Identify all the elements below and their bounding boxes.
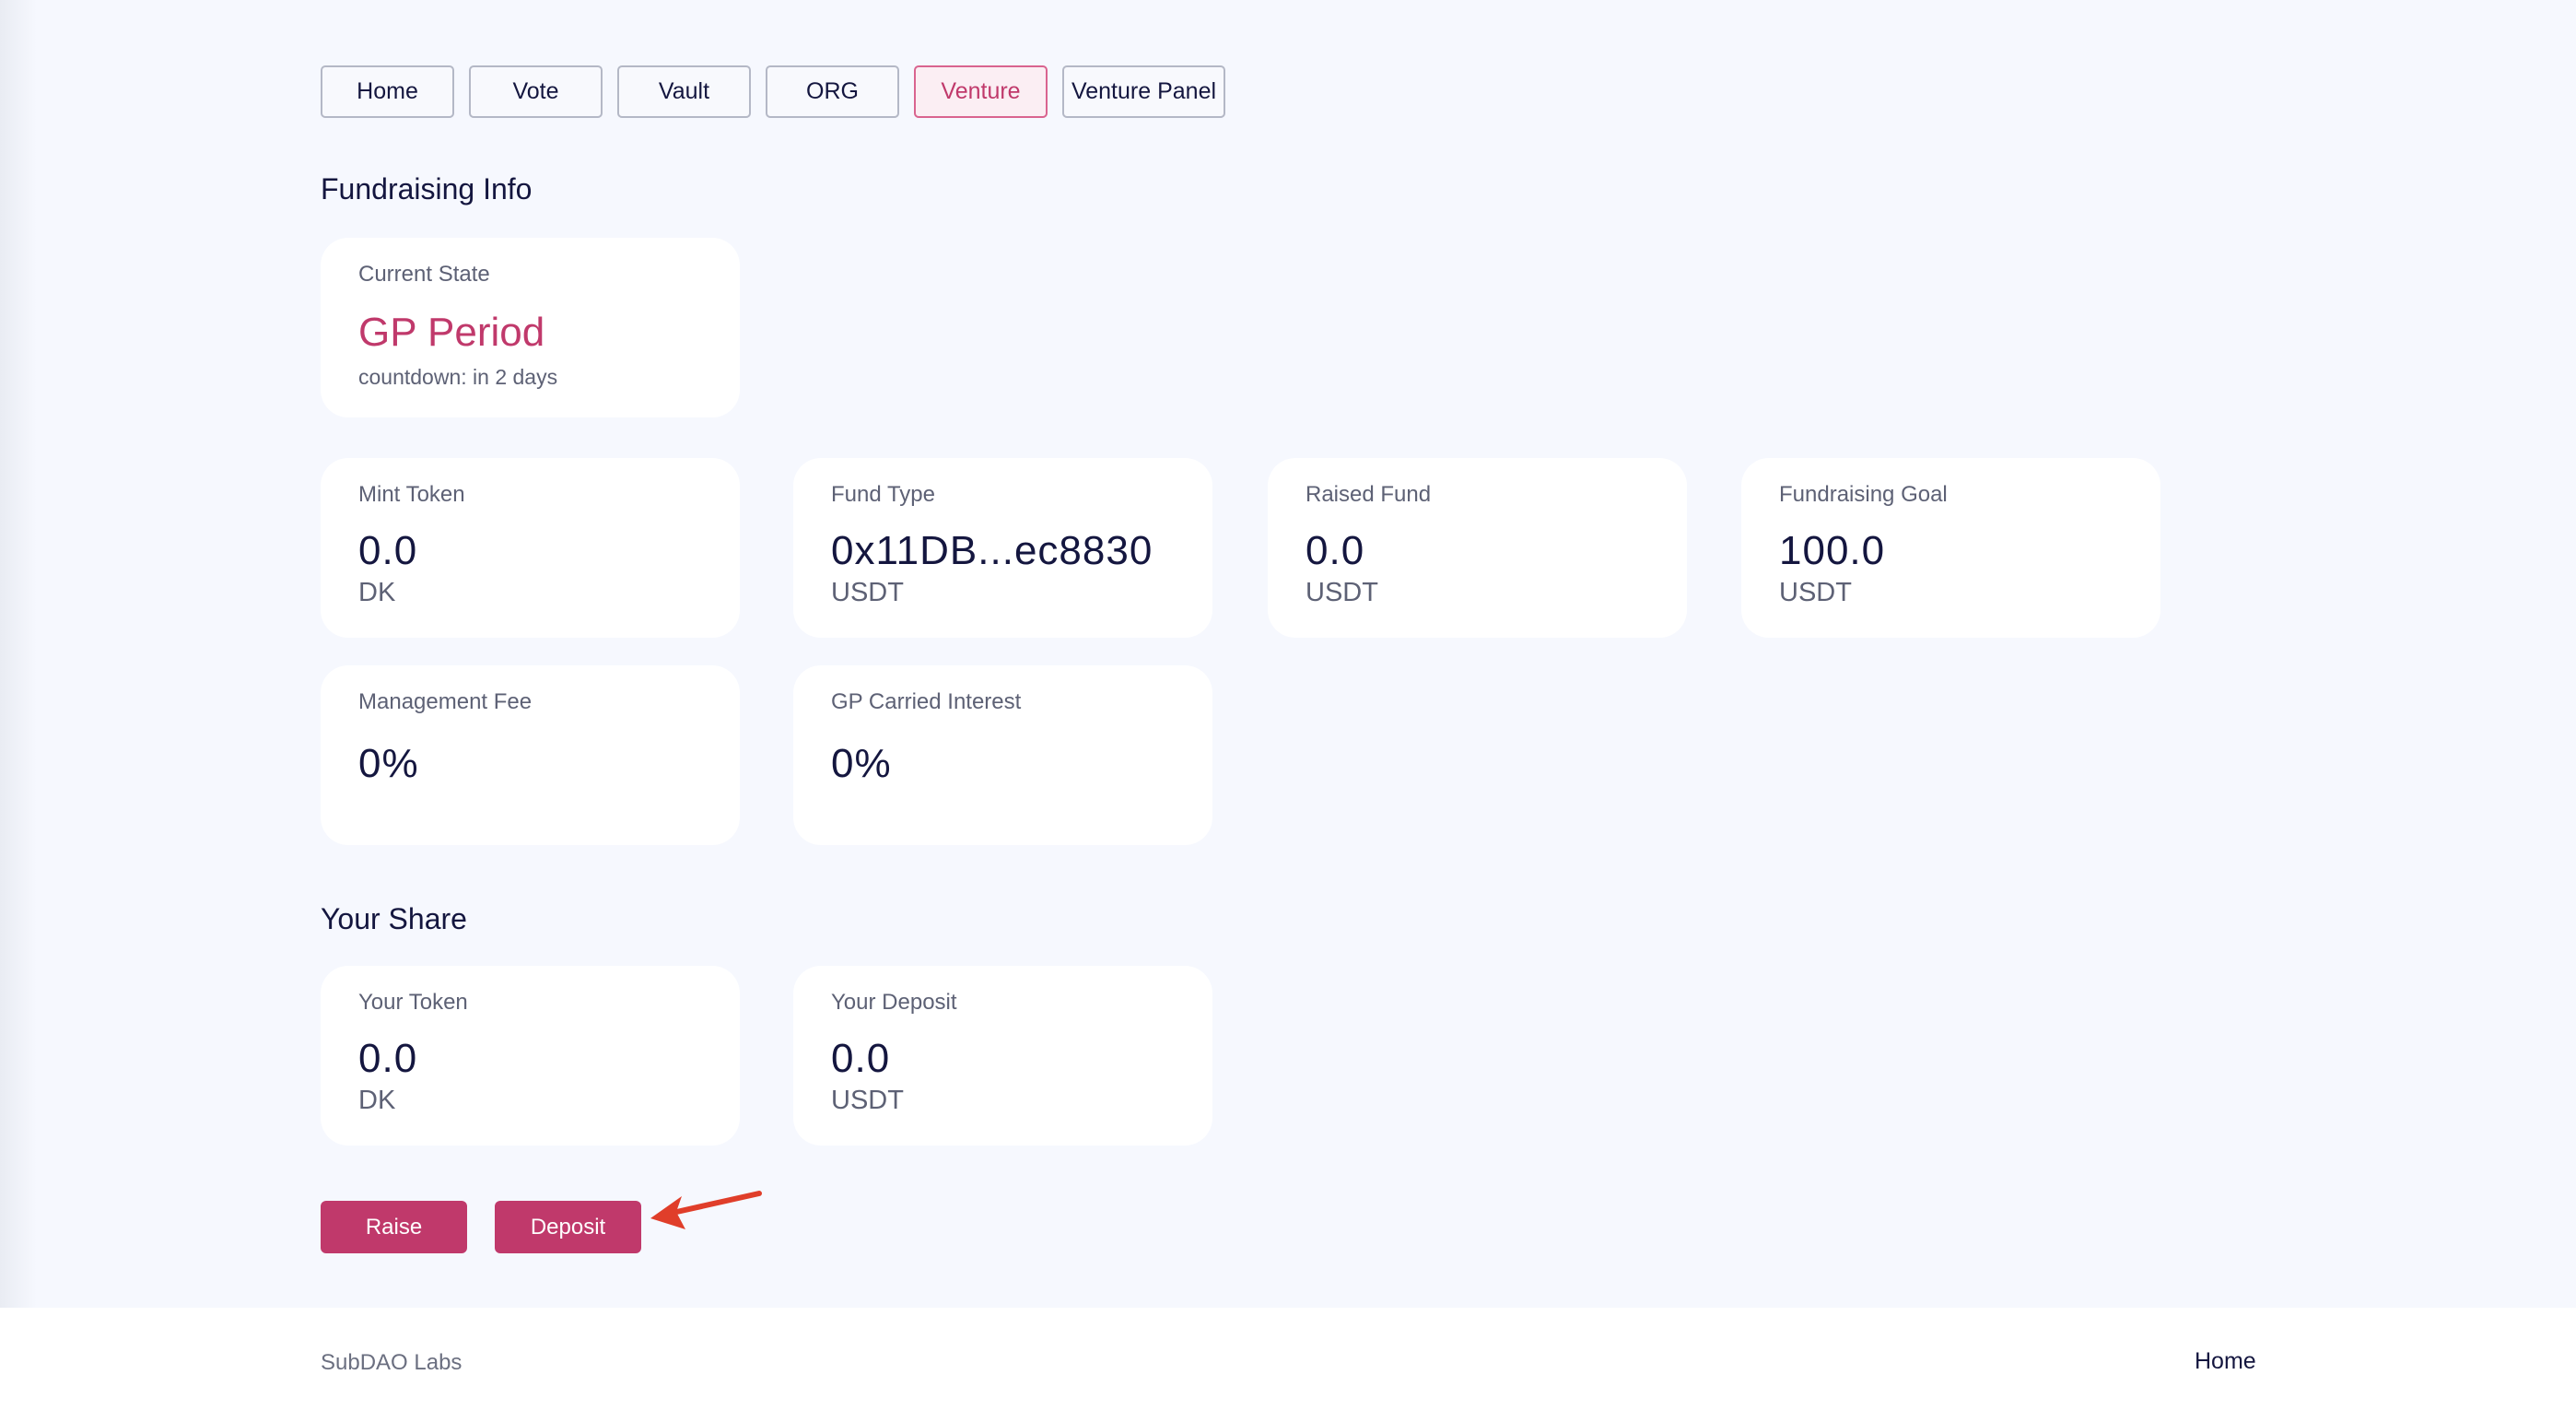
nav-org[interactable]: ORG [766, 65, 899, 118]
card-value: 0.0 [1306, 528, 1365, 573]
card-label: Raised Fund [1306, 482, 1432, 507]
deposit-button[interactable]: Deposit [495, 1201, 641, 1253]
card-value: 0.0 [831, 1036, 891, 1081]
footer: SubDAO Labs Home [0, 1308, 2576, 1410]
card-value: 0x11DB...ec8830 [831, 528, 1153, 573]
raise-button[interactable]: Raise [321, 1201, 467, 1253]
card-unit: DK [358, 578, 396, 607]
card-label: Management Fee [358, 689, 533, 714]
card-value: 100.0 [1779, 528, 1886, 573]
card-value: 0.0 [358, 528, 418, 573]
fund-type-card: Fund Type 0x11DB...ec8830 USDT [793, 458, 1212, 638]
card-value: 0.0 [358, 1036, 418, 1081]
fundraising-goal-card: Fundraising Goal 100.0 USDT [1741, 458, 2160, 638]
card-unit: USDT [1306, 578, 1378, 607]
card-label: GP Carried Interest [831, 689, 1022, 714]
your-deposit-card: Your Deposit 0.0 USDT [793, 966, 1212, 1146]
mint-token-card: Mint Token 0.0 DK [321, 458, 740, 638]
card-unit: DK [358, 1086, 396, 1115]
nav-vault[interactable]: Vault [617, 65, 751, 118]
card-label: Current State [358, 262, 490, 287]
countdown: countdown: in 2 days [358, 365, 558, 389]
your-token-card: Your Token 0.0 DK [321, 966, 740, 1146]
card-unit: USDT [831, 578, 904, 607]
raised-fund-card: Raised Fund 0.0 USDT [1268, 458, 1687, 638]
nav-home[interactable]: Home [321, 65, 454, 118]
fundraising-heading: Fundraising Info [321, 172, 533, 206]
card-label: Your Token [358, 990, 468, 1015]
footer-brand: SubDAO Labs [321, 1350, 463, 1375]
nav-vote[interactable]: Vote [469, 65, 603, 118]
card-unit: USDT [1779, 578, 1852, 607]
nav-venture-panel[interactable]: Venture Panel [1062, 65, 1225, 118]
card-label: Mint Token [358, 482, 465, 507]
your-share-heading: Your Share [321, 902, 467, 935]
top-nav: Home Vote Vault ORG Venture Venture Pane… [321, 65, 1225, 118]
current-state-card: Current State GP Period countdown: in 2 … [321, 238, 740, 417]
gp-carried-interest-card: GP Carried Interest 0% [793, 665, 1212, 845]
left-shade [0, 0, 37, 1410]
card-value: 0% [831, 741, 892, 786]
card-label: Fund Type [831, 482, 935, 507]
card-label: Fundraising Goal [1779, 482, 1948, 507]
card-label: Your Deposit [831, 990, 957, 1015]
card-unit: USDT [831, 1086, 904, 1115]
footer-home-link[interactable]: Home [2195, 1348, 2256, 1374]
management-fee-card: Management Fee 0% [321, 665, 740, 845]
nav-venture[interactable]: Venture [914, 65, 1048, 118]
state-value: GP Period [358, 310, 545, 355]
card-value: 0% [358, 741, 419, 786]
